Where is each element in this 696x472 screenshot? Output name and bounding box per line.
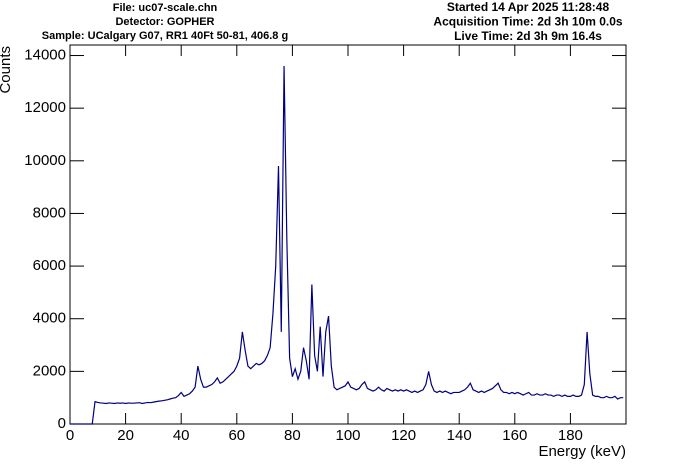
y-tick-label: 8000	[33, 204, 66, 221]
y-tick-label: 10000	[24, 152, 66, 169]
x-tick-label: 160	[502, 427, 527, 444]
y-tick-label: 6000	[33, 257, 66, 274]
y-tick-label: 2000	[33, 362, 66, 379]
info-right: Live Time: 2d 3h 9m 16.4s	[454, 29, 602, 43]
x-tick-label: 80	[284, 427, 301, 444]
info-left: Detector: GOPHER	[115, 16, 214, 28]
y-axis-title: Counts	[0, 46, 14, 94]
x-tick-label: 60	[228, 427, 245, 444]
x-tick-label: 0	[66, 427, 74, 444]
info-left: Sample: UCalgary G07, RR1 40Ft 50-81, 40…	[42, 30, 288, 42]
x-tick-label: 140	[447, 427, 472, 444]
y-tick-label: 4000	[33, 310, 66, 327]
info-left: File: uc07-scale.chn	[113, 2, 218, 14]
info-right: Acquisition Time: 2d 3h 10m 0.0s	[433, 15, 622, 29]
x-tick-label: 20	[117, 427, 134, 444]
y-tick-label: 12000	[24, 99, 66, 116]
y-tick-label: 0	[58, 415, 66, 432]
info-right: Started 14 Apr 2025 11:28:48	[447, 0, 610, 14]
x-tick-label: 40	[173, 427, 190, 444]
y-tick-label: 14000	[24, 46, 66, 63]
x-tick-label: 120	[391, 427, 416, 444]
x-tick-label: 180	[558, 427, 583, 444]
spectrum-line	[70, 66, 624, 425]
x-axis-title: Energy (keV)	[538, 443, 626, 460]
x-tick-label: 100	[335, 427, 360, 444]
